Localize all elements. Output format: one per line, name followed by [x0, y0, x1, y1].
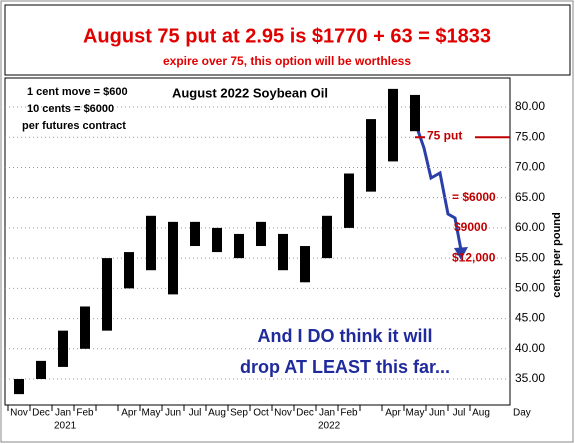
note: 1 cent move = $600: [27, 86, 128, 98]
price-range: [300, 246, 310, 283]
x-tick-label: Aug: [472, 408, 490, 419]
price-range: [80, 306, 90, 349]
level-label: $9000: [454, 220, 488, 234]
price-range: [410, 94, 420, 132]
callout: drop AT LEAST this far...: [240, 357, 450, 377]
y-tick-label: 75.00: [515, 129, 545, 143]
price-range: [58, 330, 68, 367]
y-tick-label: 35.00: [515, 371, 545, 385]
chart-title: August 2022 Soybean Oil: [172, 85, 328, 100]
x-tick-label: Feb: [340, 408, 358, 419]
y-tick-label: 40.00: [515, 341, 545, 355]
x-tick-label: Nov: [10, 408, 28, 419]
level-label: $12,000: [452, 250, 496, 264]
price-range: [14, 379, 24, 395]
x-tick-label: Apr: [385, 408, 401, 419]
year-label: 2021: [54, 421, 77, 432]
x-tick-label: Jan: [319, 408, 335, 419]
y-tick-label: 45.00: [515, 311, 545, 325]
arrow-head: [454, 247, 468, 260]
price-range: [344, 173, 354, 228]
y-tick-label: 50.00: [515, 281, 545, 295]
x-tick-label: Feb: [76, 408, 94, 419]
price-range: [146, 215, 156, 271]
x-axis-label: Day: [513, 408, 531, 419]
y-tick-label: 70.00: [515, 160, 545, 174]
price-range: [322, 215, 332, 259]
price-range: [234, 233, 244, 259]
price-range: [388, 88, 398, 162]
year-label: 2022: [318, 421, 341, 432]
subtitle: expire over 75, this option will be wort…: [163, 54, 411, 68]
x-tick-label: Aug: [208, 408, 226, 419]
x-tick-label: Jun: [429, 408, 445, 419]
note: 10 cents = $6000: [27, 103, 114, 115]
x-tick-label: Jan: [55, 408, 71, 419]
arrow: [413, 121, 463, 251]
strike-label-bg: [425, 129, 475, 144]
y-axis-label: cents per pound: [551, 212, 563, 298]
x-tick-label: Apr: [121, 408, 137, 419]
x-tick-label: Jul: [189, 408, 202, 419]
header-box: [4, 4, 571, 76]
price-range: [102, 258, 112, 331]
y-tick-label: 55.00: [515, 250, 545, 264]
x-tick-label: Dec: [32, 408, 50, 419]
title: August 75 put at 2.95 is $1770 + 63 = $1…: [83, 25, 491, 47]
price-range: [168, 221, 178, 295]
x-tick-label: Sep: [230, 408, 248, 419]
callout: And I DO think it will: [258, 326, 433, 346]
price-range: [256, 221, 266, 247]
price-range: [190, 221, 200, 247]
x-tick-label: Jul: [453, 408, 466, 419]
x-tick-label: May: [142, 408, 161, 419]
x-tick-label: May: [406, 408, 425, 419]
x-tick-label: Oct: [253, 408, 269, 419]
x-tick-label: Jun: [165, 408, 181, 419]
price-range: [124, 252, 134, 289]
x-tick-label: Nov: [274, 408, 292, 419]
y-tick-label: 80.00: [515, 99, 545, 113]
note: per futures contract: [22, 120, 126, 132]
x-tick-label: Dec: [296, 408, 314, 419]
price-range: [212, 227, 222, 253]
strike-label: 75 put: [427, 128, 462, 142]
y-tick-label: 60.00: [515, 220, 545, 234]
level-label: = $6000: [452, 190, 496, 204]
y-tick-label: 65.00: [515, 190, 545, 204]
price-range: [366, 119, 376, 192]
price-range: [278, 233, 288, 271]
price-range: [36, 360, 46, 380]
